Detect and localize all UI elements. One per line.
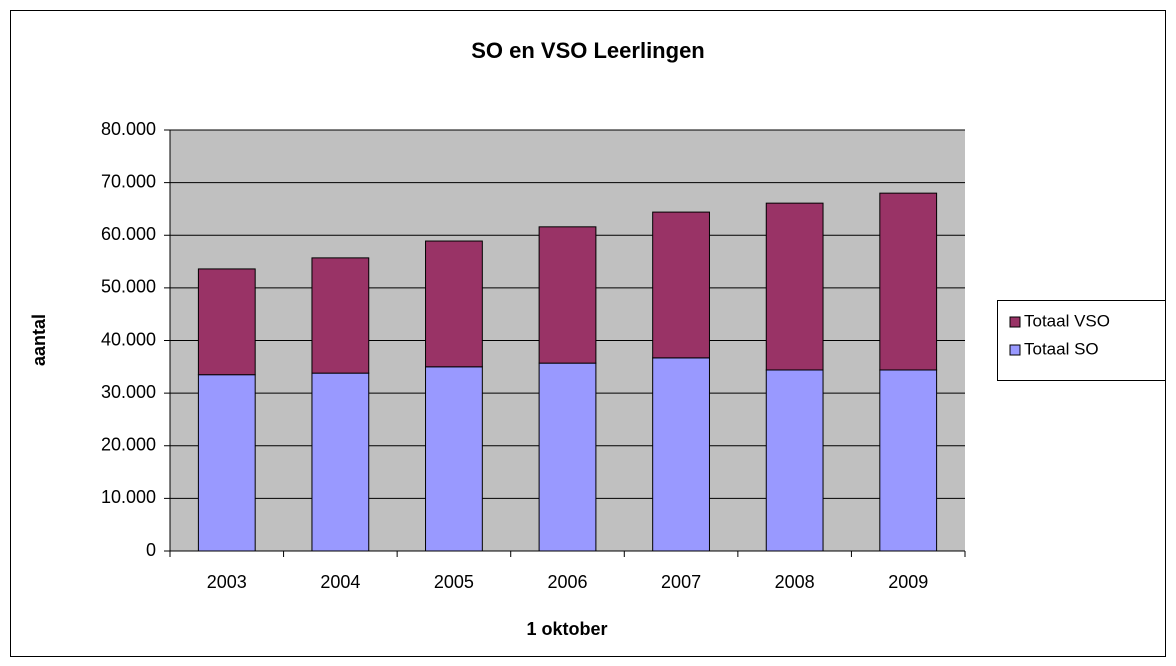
bar-segment xyxy=(879,369,938,552)
x-tick-label: 2003 xyxy=(207,572,247,592)
y-tick-label: 10.000 xyxy=(101,487,156,507)
y-tick-label: 40.000 xyxy=(101,329,156,349)
bar-segment xyxy=(538,226,597,364)
y-axis-label: aantal xyxy=(29,314,49,366)
x-tick-label: 2009 xyxy=(888,572,928,592)
bar-segment xyxy=(538,362,597,552)
y-tick-label: 50.000 xyxy=(101,277,156,297)
x-tick-label: 2004 xyxy=(320,572,360,592)
y-tick-label: 70.000 xyxy=(101,171,156,191)
y-tick-label: 0 xyxy=(146,540,156,560)
bar-segment xyxy=(879,192,938,371)
bar-segment xyxy=(311,257,370,374)
bar-segment xyxy=(765,369,824,552)
bar-segment xyxy=(765,202,824,371)
bar-segment xyxy=(425,366,483,552)
y-tick-label: 30.000 xyxy=(101,382,156,402)
legend-swatch xyxy=(1009,344,1021,356)
x-tick-label: 2006 xyxy=(547,572,587,592)
bar-segment xyxy=(197,374,256,552)
x-tick-label: 2007 xyxy=(661,572,701,592)
bar-segment xyxy=(197,268,256,376)
y-tick-label: 60.000 xyxy=(101,224,156,244)
legend-box xyxy=(997,300,1166,381)
legend-label: Totaal VSO xyxy=(1024,311,1110,330)
bar-segment xyxy=(425,240,483,368)
bar-segment xyxy=(311,372,370,552)
legend-swatch xyxy=(1009,316,1021,328)
legend-label: Totaal SO xyxy=(1024,339,1099,358)
x-axis-label: 1 oktober xyxy=(526,619,607,639)
x-tick-label: 2005 xyxy=(434,572,474,592)
bar-segment xyxy=(652,211,710,359)
y-tick-label: 20.000 xyxy=(101,435,156,455)
bar-segment xyxy=(652,357,710,552)
y-tick-label: 80.000 xyxy=(101,119,156,139)
chart-title: SO en VSO Leerlingen xyxy=(471,38,705,63)
x-tick-label: 2008 xyxy=(775,572,815,592)
